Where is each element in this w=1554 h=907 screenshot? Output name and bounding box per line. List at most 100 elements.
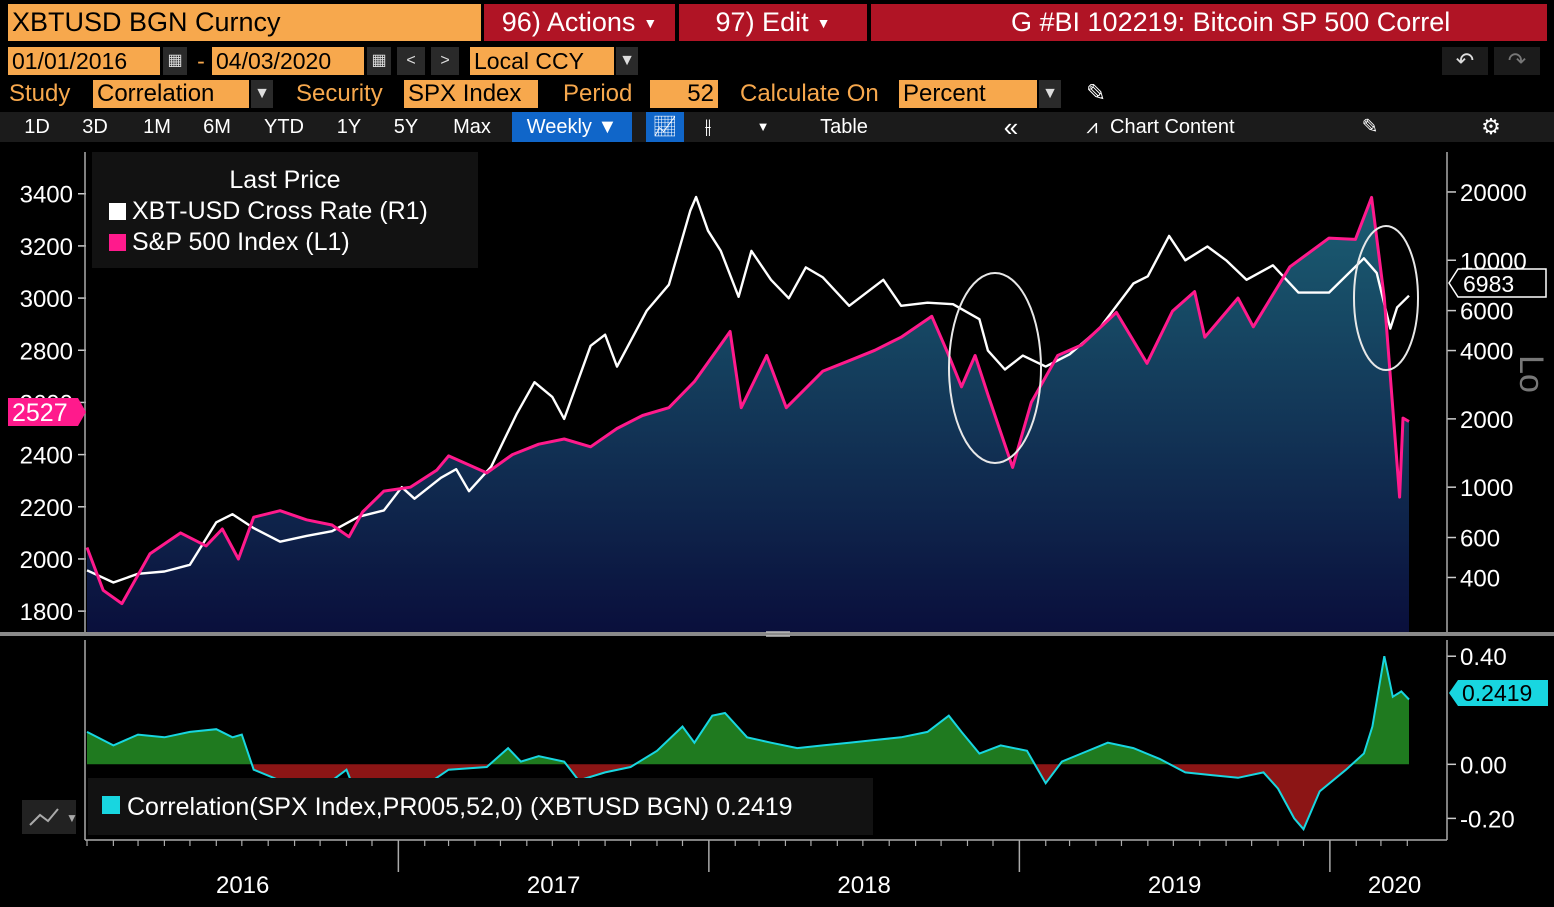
undo-button[interactable]: ↶ [1442, 47, 1488, 75]
spx-last-value: 2527 [12, 399, 68, 427]
timeframe-bar: 1D 3D 1M 6M YTD 1Y 5Y Max Weekly ▼ 📈︎ ⫲ … [0, 112, 1554, 142]
corr-last-value: 0.2419 [1462, 680, 1532, 706]
corr-tick-label: -0.20 [1460, 806, 1515, 833]
title-bar: XBTUSD BGN Curncy 96) Actions ▼ 97) Edit ▼… [0, 4, 1554, 43]
xbt-line [86, 195, 1410, 584]
line-chart-icon[interactable]: 📈︎ [646, 112, 684, 142]
left-tick-label: 1800 [20, 599, 73, 626]
spx-line [85, 195, 1410, 606]
table-button[interactable]: Table [820, 116, 868, 138]
highlight-circle [948, 272, 1042, 464]
actions-menu[interactable]: 96) Actions ▼ [484, 4, 675, 41]
legend-swatch-spx [109, 234, 126, 251]
chevron-down-icon: ▼ [66, 811, 78, 825]
right-tick-label: 6000 [1460, 299, 1513, 326]
tf-5y[interactable]: 5Y [393, 116, 419, 138]
date-separator: - [197, 48, 205, 74]
price-panel: 180020002200240026002800300032003400 400… [8, 152, 1550, 632]
corr-axis: 0.40 0.00 -0.20 [1447, 644, 1515, 833]
right-tick-label: 20000 [1460, 180, 1527, 207]
corr-legend-swatch [102, 796, 120, 814]
corr-tick-label: 0.00 [1460, 752, 1507, 779]
pencil-icon[interactable]: ✎ [1086, 80, 1107, 107]
highlight-circle [1353, 225, 1419, 371]
left-tick-label: 3000 [20, 286, 73, 313]
calculate-on-label: Calculate On [740, 80, 879, 107]
end-date-field[interactable]: 04/03/2020 [212, 47, 364, 75]
line-chart-icon [29, 808, 59, 826]
left-tick-label: 3200 [20, 234, 73, 261]
right-tick-label: 2000 [1460, 407, 1513, 434]
calculate-on-select[interactable]: Percent [899, 80, 1037, 108]
tf-6m[interactable]: 6M [203, 116, 231, 138]
security-field[interactable]: SPX Index [404, 80, 538, 108]
corr-legend-label: Correlation(SPX Index,PR005,52,0) (XBTUS… [127, 793, 793, 821]
next-button[interactable]: > [431, 47, 459, 75]
xbt-last-tag [1448, 268, 1547, 298]
correlation-panel: 0.40 0.00 -0.20 Correlation(SPX Index,PR00… [22, 640, 1548, 840]
chevron-down-icon[interactable]: ▼ [616, 47, 638, 75]
collapse-button[interactable]: « [1003, 112, 1019, 142]
chart: 180020002200240026002800300032003400 400… [0, 142, 1554, 907]
legend-box [92, 152, 478, 268]
x-tick-label: 2017 [527, 872, 580, 899]
date-bar: 01/01/2016 ▦ - 04/03/2020 ▦ < > Local CC… [0, 47, 1554, 77]
redo-button[interactable]: ↷ [1494, 47, 1540, 75]
study-select[interactable]: Correlation [93, 80, 249, 108]
ticker-field[interactable]: XBTUSD BGN Curncy [8, 4, 481, 41]
calendar-icon[interactable]: ▦ [163, 47, 187, 75]
x-tick-label: 2016 [216, 872, 269, 899]
start-date-field[interactable]: 01/01/2016 [8, 47, 160, 75]
legend-label-spx: S&P 500 Index (L1) [132, 228, 350, 256]
x-tick-label: 2018 [837, 872, 890, 899]
edit-chart-icon[interactable]: ✎ [1361, 116, 1379, 138]
xbt-last-value: 6983 [1463, 271, 1514, 297]
tf-1y[interactable]: 1Y [336, 116, 362, 138]
chevron-down-icon[interactable]: ▼ [1039, 80, 1061, 108]
currency-field[interactable]: Local CCY [470, 47, 614, 75]
x-axis [86, 840, 1408, 872]
legend-label-xbt: XBT-USD Cross Rate (R1) [132, 197, 428, 225]
right-tick-label: 600 [1460, 526, 1500, 553]
frequency-select[interactable]: Weekly ▼ [512, 112, 632, 142]
left-tick-label: 2200 [20, 495, 73, 522]
spx-last-tag [8, 398, 86, 426]
tf-ytd[interactable]: YTD [264, 116, 304, 138]
corr-tick-label: 0.40 [1460, 644, 1507, 671]
prev-button[interactable]: < [397, 47, 425, 75]
tf-3d[interactable]: 3D [82, 116, 108, 138]
bar-chart-icon[interactable]: ⫲ [704, 116, 712, 138]
period-label: Period [563, 80, 633, 107]
x-axis-labels: 2016 2017 2018 2019 2020 [216, 872, 1421, 899]
legend-title: Last Price [229, 166, 340, 194]
chart-content-icon: ⩘ [1086, 116, 1098, 138]
study-type-button[interactable] [22, 800, 76, 834]
gear-icon[interactable]: ⚙ [1481, 114, 1501, 139]
period-field[interactable]: 52 [650, 80, 718, 108]
tf-max[interactable]: Max [453, 116, 491, 138]
chevron-down-icon[interactable]: ▼ [251, 80, 273, 108]
x-tick-label: 2020 [1368, 872, 1421, 899]
legend-swatch-xbt [109, 203, 126, 220]
left-tick-label: 2000 [20, 547, 73, 574]
right-tick-label: 1000 [1460, 475, 1513, 502]
corr-last-tag [1449, 680, 1548, 706]
tf-1m[interactable]: 1M [143, 116, 171, 138]
study-bar: Study Correlation ▼ Security SPX Index P… [0, 80, 1554, 110]
spx-area [87, 197, 1409, 632]
chart-content-button[interactable]: Chart Content [1110, 116, 1235, 138]
chevron-down-icon: ▼ [816, 15, 831, 32]
left-tick-label: 3400 [20, 182, 73, 209]
tf-1d[interactable]: 1D [24, 116, 50, 138]
calendar-icon[interactable]: ▦ [367, 47, 391, 75]
edit-menu[interactable]: 97) Edit ▼ [679, 4, 867, 41]
right-tick-label: 400 [1460, 565, 1500, 592]
x-tick-label: 2019 [1148, 872, 1201, 899]
right-tick-label: 4000 [1460, 339, 1513, 366]
corr-positive-area [87, 656, 1409, 765]
edit-label: 97) Edit [715, 7, 809, 37]
chevron-down-icon[interactable]: ▼ [756, 119, 770, 134]
corr-legend-box [88, 778, 873, 835]
scale-side-label: Lo [1512, 355, 1550, 393]
